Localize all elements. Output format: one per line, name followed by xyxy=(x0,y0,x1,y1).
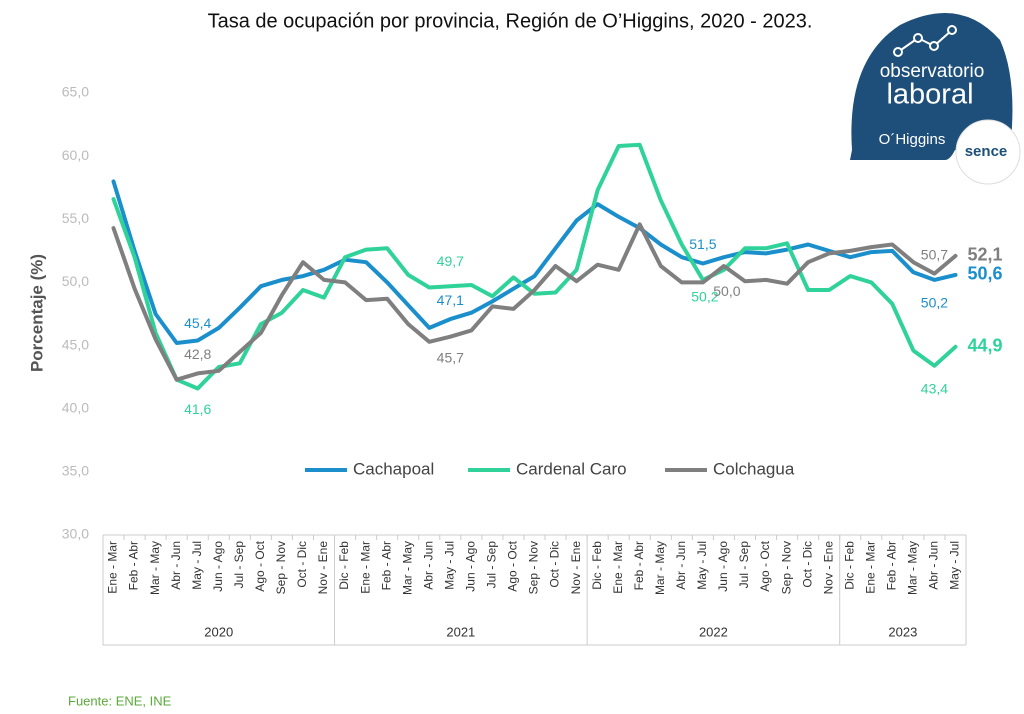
data-label: 50,2 xyxy=(921,295,948,311)
data-label: 50,7 xyxy=(921,246,948,262)
x-tick-label: Sep - Nov xyxy=(527,541,541,594)
x-tick-label: Jul - Sep xyxy=(485,541,499,589)
data-label: 49,7 xyxy=(437,253,464,269)
x-tick-label: Feb - Abr xyxy=(127,541,141,590)
logo-dot xyxy=(947,25,957,35)
logo-dot xyxy=(929,41,939,51)
group-label: 2020 xyxy=(204,624,233,639)
y-axis-label: Porcentaje (%) xyxy=(27,254,46,372)
x-tick-label: Ene - Mar xyxy=(106,541,120,594)
y-tick-label: 50,0 xyxy=(62,273,89,289)
y-tick-label: 35,0 xyxy=(62,463,89,479)
x-tick-label: Abr - Jun xyxy=(169,541,183,590)
series-line xyxy=(111,179,958,345)
x-tick-label: Sep - Nov xyxy=(274,541,288,594)
x-tick-label: Oct - Dic xyxy=(295,541,309,588)
x-tick-label: Dic - Feb xyxy=(590,541,604,590)
x-tick-label: Ene - Mar xyxy=(611,541,625,594)
x-tick-label: Abr - Jun xyxy=(927,541,941,590)
logo-dot xyxy=(913,33,923,43)
group-label: 2021 xyxy=(446,624,475,639)
data-label: 45,4 xyxy=(184,315,211,331)
data-label: 52,1 xyxy=(967,245,1002,265)
data-label: 47,1 xyxy=(437,292,464,308)
y-tick-label: 60,0 xyxy=(62,147,89,163)
x-tick-label: Mar - May xyxy=(400,541,414,595)
x-tick-label: Abr - Jun xyxy=(674,541,688,590)
source: Fuente: ENE, INE xyxy=(68,693,172,708)
x-tick-label: Dic - Feb xyxy=(842,541,856,590)
y-tick-label: 55,0 xyxy=(62,210,89,226)
x-tick-label: Feb - Abr xyxy=(632,541,646,590)
x-tick-label: Nov - Ene xyxy=(569,541,583,595)
series-line xyxy=(111,222,958,382)
x-tick-label: Oct - Dic xyxy=(548,541,562,588)
chart-title: Tasa de ocupación por provincia, Región … xyxy=(208,10,813,32)
x-tick-label: Dic - Feb xyxy=(337,541,351,590)
legend-label: Cardenal Caro xyxy=(516,459,627,478)
logo: observatorio laboral O´Higgins sence xyxy=(850,13,1021,185)
logo-text: observatorio xyxy=(880,61,985,82)
x-tick-label: Nov - Ene xyxy=(821,541,835,595)
legend-label: Colchagua xyxy=(713,459,795,478)
x-tick-label: Abr - Jun xyxy=(421,541,435,590)
data-label: 44,9 xyxy=(967,336,1002,356)
x-tick-label: Nov - Ene xyxy=(316,541,330,595)
x-tick-label: Jul - Sep xyxy=(737,541,751,589)
x-tick-label: May - Jul xyxy=(442,541,456,590)
x-tick-label: Ago - Oct xyxy=(758,540,772,591)
x-tick-label: Ene - Mar xyxy=(358,541,372,594)
y-tick-label: 45,0 xyxy=(62,336,89,352)
legend-label: Cachapoal xyxy=(353,459,434,478)
x-tick-label: Ago - Oct xyxy=(253,540,267,591)
data-label: 50,0 xyxy=(713,283,740,299)
x-tick-label: Jun - Ago xyxy=(211,541,225,592)
x-tick-label: Feb - Abr xyxy=(379,541,393,590)
x-tick-label: Jun - Ago xyxy=(716,541,730,592)
x-tick-label: Mar - May xyxy=(906,541,920,595)
y-tick-label: 65,0 xyxy=(62,84,89,100)
y-tick-label: 40,0 xyxy=(62,399,89,415)
x-tick-label: May - Jul xyxy=(190,541,204,590)
data-label: 45,7 xyxy=(437,349,464,365)
x-tick-label: Ago - Oct xyxy=(506,540,520,591)
x-tick-label: May - Jul xyxy=(695,541,709,590)
logo-brand: sence xyxy=(965,143,1008,160)
logo-dot xyxy=(893,47,903,57)
logo-icon xyxy=(897,29,953,53)
data-label: 50,6 xyxy=(967,264,1002,284)
data-label: 41,6 xyxy=(184,401,211,417)
y-tick-label: 30,0 xyxy=(62,526,89,542)
group-label: 2023 xyxy=(888,624,917,639)
data-label: 51,5 xyxy=(689,236,716,252)
logo-badge xyxy=(850,13,1013,160)
x-tick-label: Jun - Ago xyxy=(464,541,478,592)
data-label: 50,2 xyxy=(691,289,718,305)
x-tick-label: Oct - Dic xyxy=(800,541,814,588)
logo-region: O´Higgins xyxy=(879,131,946,148)
x-tick-label: Mar - May xyxy=(653,541,667,595)
x-tick-label: Jul - Sep xyxy=(232,541,246,589)
x-tick-label: May - Jul xyxy=(948,541,962,590)
group-label: 2022 xyxy=(699,624,728,639)
logo-text: laboral xyxy=(886,79,973,111)
data-label: 42,8 xyxy=(184,346,211,362)
data-label: 43,4 xyxy=(921,380,948,396)
x-tick-label: Ene - Mar xyxy=(863,541,877,594)
x-tick-label: Feb - Abr xyxy=(885,541,899,590)
x-tick-label: Mar - May xyxy=(148,541,162,595)
logo-circle xyxy=(955,119,1021,185)
x-tick-label: Sep - Nov xyxy=(779,541,793,594)
